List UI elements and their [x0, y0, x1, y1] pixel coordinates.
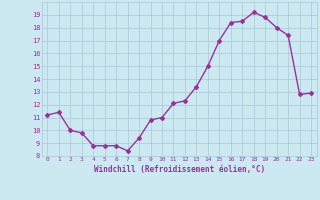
X-axis label: Windchill (Refroidissement éolien,°C): Windchill (Refroidissement éolien,°C) [94, 165, 265, 174]
